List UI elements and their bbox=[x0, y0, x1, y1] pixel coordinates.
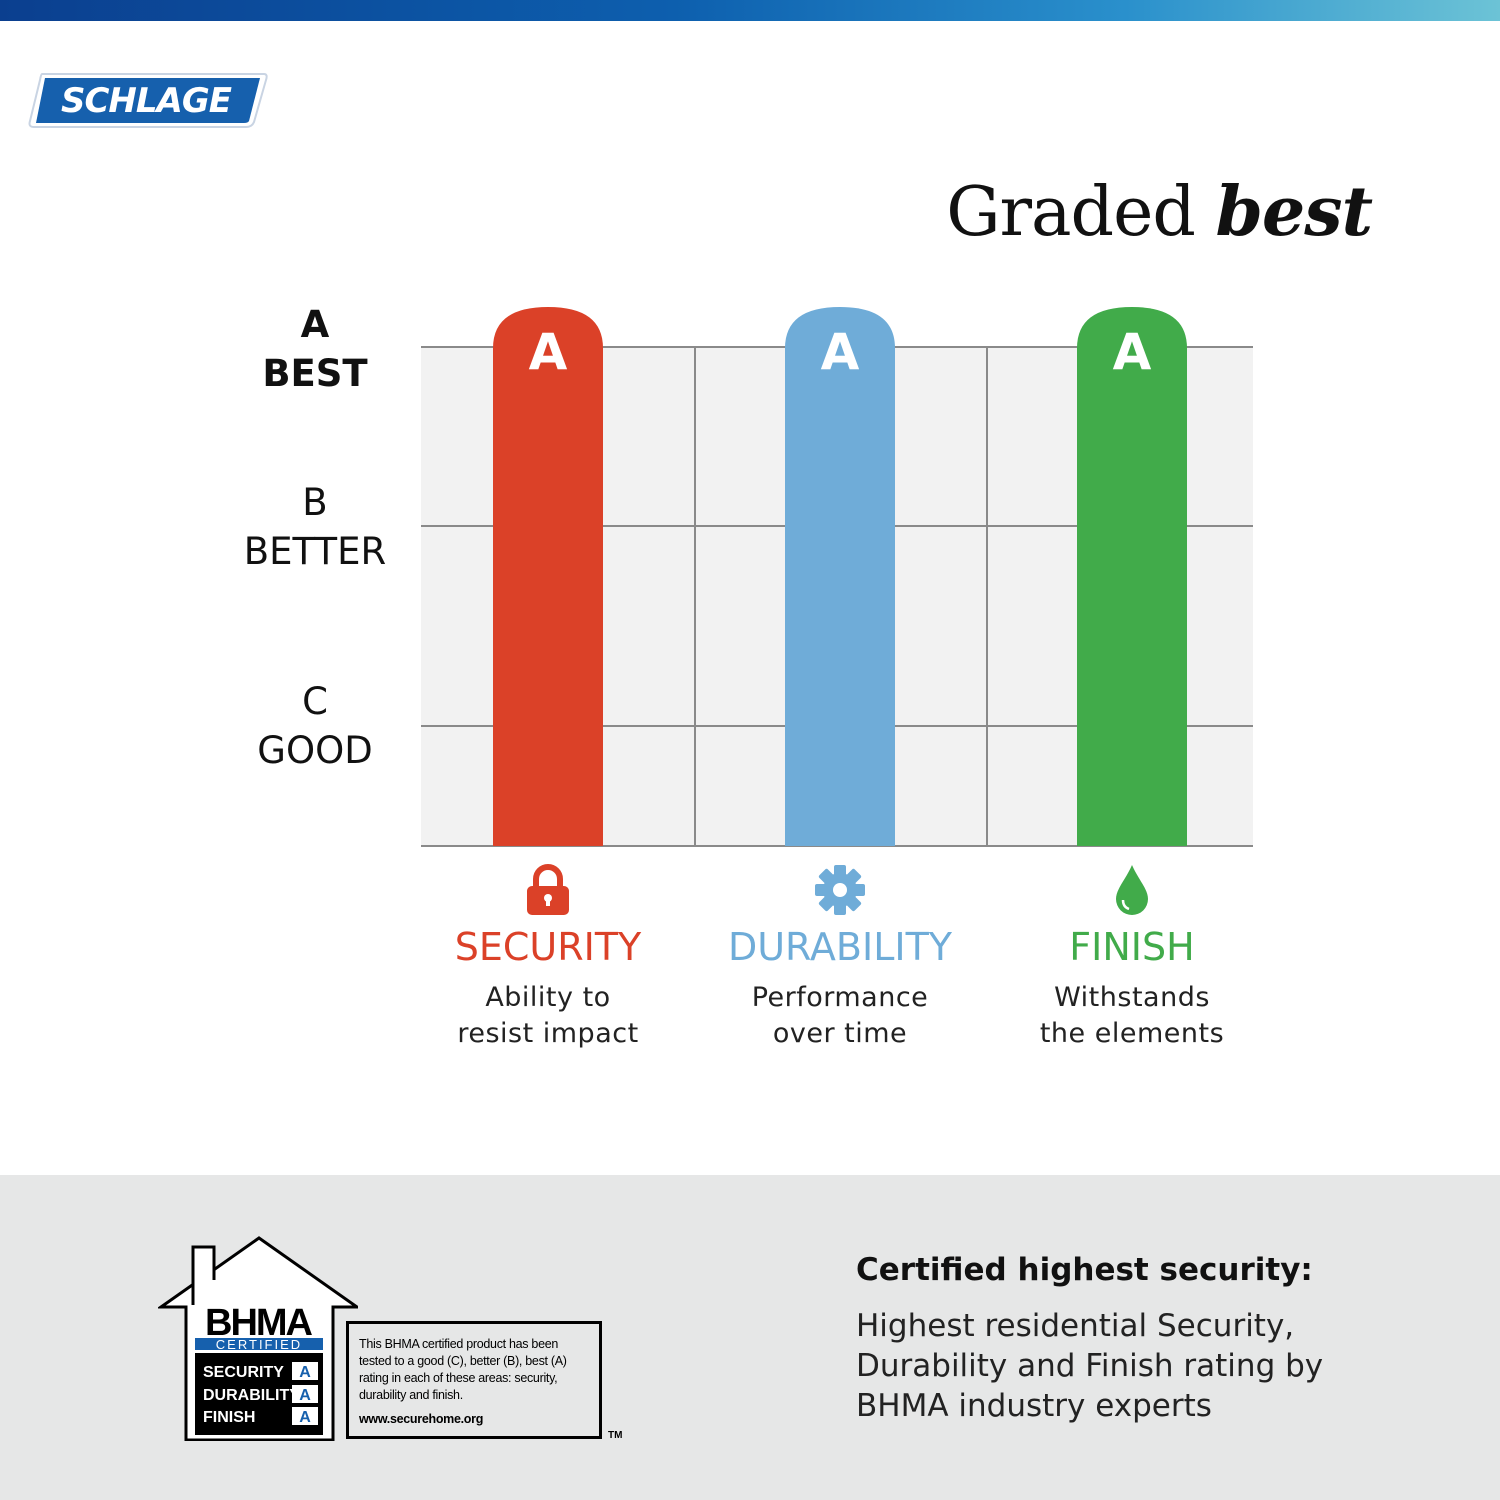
title-regular: Graded bbox=[946, 173, 1196, 252]
bar-grade-label: A bbox=[529, 323, 568, 381]
certification-title: Certified highest security: bbox=[856, 1252, 1313, 1288]
trademark-mark: TM bbox=[608, 1430, 623, 1441]
bar-grade-label: A bbox=[821, 323, 860, 381]
title-bold: best bbox=[1215, 172, 1373, 252]
svg-text:SCHLAGE: SCHLAGE bbox=[61, 81, 232, 121]
svg-text:CERTIFIED: CERTIFIED bbox=[216, 1337, 302, 1352]
grade-letter: A bbox=[300, 303, 330, 346]
category-finish: FINISH Withstands the elements bbox=[987, 862, 1277, 1052]
grade-letter: C bbox=[302, 680, 328, 723]
bhma-certified-badge: BHMA CERTIFIED SECURITY DURABILITY FINIS… bbox=[158, 1236, 358, 1441]
schlage-logo: SCHLAGE bbox=[28, 73, 268, 128]
svg-text:A: A bbox=[299, 1364, 311, 1381]
bhma-notice-box: This BHMA certified product has been tes… bbox=[346, 1321, 602, 1439]
grade-letter: B bbox=[302, 481, 328, 524]
bhma-url[interactable]: www.securehome.org bbox=[359, 1412, 484, 1426]
svg-text:SECURITY: SECURITY bbox=[203, 1364, 284, 1381]
gear-icon bbox=[695, 862, 985, 918]
svg-text:A: A bbox=[299, 1409, 311, 1426]
bar-grade-label: A bbox=[1113, 323, 1152, 381]
grade-word: BEST bbox=[262, 352, 368, 395]
svg-text:FINISH: FINISH bbox=[203, 1409, 255, 1426]
category-name: DURABILITY bbox=[727, 925, 952, 969]
svg-text:BHMA: BHMA bbox=[205, 1302, 313, 1344]
grade-word: BETTER bbox=[243, 530, 387, 573]
lock-icon bbox=[403, 862, 693, 918]
category-description: Ability to resist impact bbox=[457, 982, 639, 1049]
grade-label-c: C GOOD bbox=[215, 677, 415, 775]
category-name: SECURITY bbox=[454, 925, 642, 969]
bar-security bbox=[493, 307, 603, 846]
category-description: Performance over time bbox=[751, 982, 929, 1049]
page-title: Graded best bbox=[946, 172, 1373, 252]
category-name: FINISH bbox=[1069, 925, 1195, 969]
category-security: SECURITY Ability to resist impact bbox=[403, 862, 693, 1052]
bar-finish bbox=[1077, 307, 1187, 846]
grade-label-b: B BETTER bbox=[215, 478, 415, 576]
category-description: Withstands the elements bbox=[1039, 982, 1225, 1049]
certification-description: Highest residential Security, Durability… bbox=[856, 1308, 1324, 1424]
top-gradient-bar bbox=[0, 0, 1500, 21]
gridlines bbox=[421, 346, 1253, 847]
bar-durability bbox=[785, 307, 895, 846]
grade-word: GOOD bbox=[257, 729, 373, 772]
bhma-notice-text: This BHMA certified product has been tes… bbox=[359, 1337, 567, 1402]
chart-background bbox=[421, 347, 1253, 846]
category-durability: DURABILITY Performance over time bbox=[695, 862, 985, 1052]
grade-label-a: A BEST bbox=[215, 300, 415, 398]
svg-text:DURABILITY: DURABILITY bbox=[203, 1387, 300, 1404]
svg-text:A: A bbox=[299, 1387, 311, 1404]
water-drop-icon bbox=[987, 862, 1277, 918]
